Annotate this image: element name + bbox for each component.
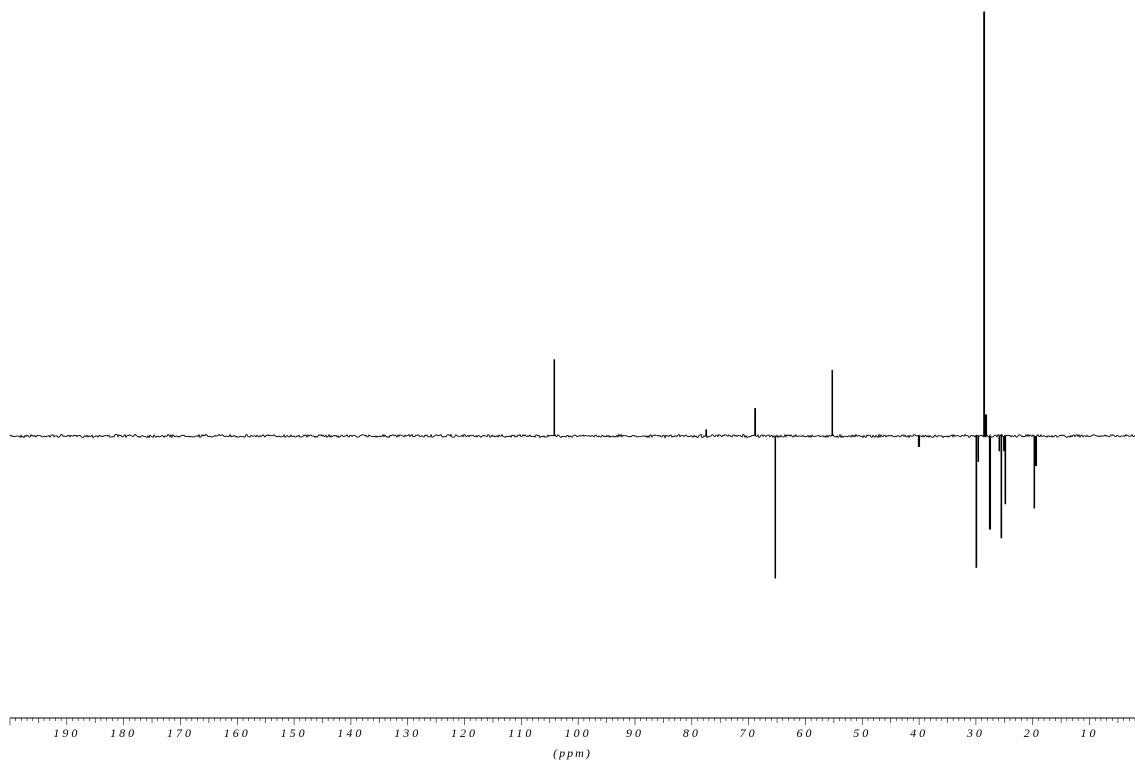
x-tick-label: 70 — [740, 726, 758, 740]
x-tick-label: 80 — [683, 726, 701, 740]
x-tick-label: 170 — [167, 726, 194, 740]
x-tick-label: 110 — [508, 726, 534, 740]
x-tick-label: 20 — [1024, 726, 1042, 740]
x-tick-label: 120 — [451, 726, 478, 740]
x-tick-label: 180 — [110, 726, 137, 740]
x-tick-label: 60 — [796, 726, 814, 740]
x-tick-label: 30 — [966, 726, 985, 740]
x-tick-label: 160 — [224, 726, 251, 740]
x-tick-label: 150 — [281, 726, 308, 740]
x-axis-label: (ppm) — [553, 746, 592, 760]
x-tick-label: 50 — [853, 726, 871, 740]
x-tick-label: 100 — [565, 726, 592, 740]
x-tick-label: 90 — [626, 726, 644, 740]
x-tick-label: 130 — [394, 726, 421, 740]
x-tick-labels: 190 180 170 160 150 140 130 120 110 100 90 80 70 60 50… — [53, 726, 1099, 740]
x-axis — [9, 717, 1135, 725]
x-tick-label: 140 — [337, 726, 364, 740]
x-tick-label: 10 — [1081, 726, 1099, 740]
x-tick-label: 40 — [910, 726, 928, 740]
spectrum-trace — [9, 11, 1135, 579]
x-tick-label: 190 — [53, 726, 80, 740]
spectrum-line — [9, 11, 1135, 579]
